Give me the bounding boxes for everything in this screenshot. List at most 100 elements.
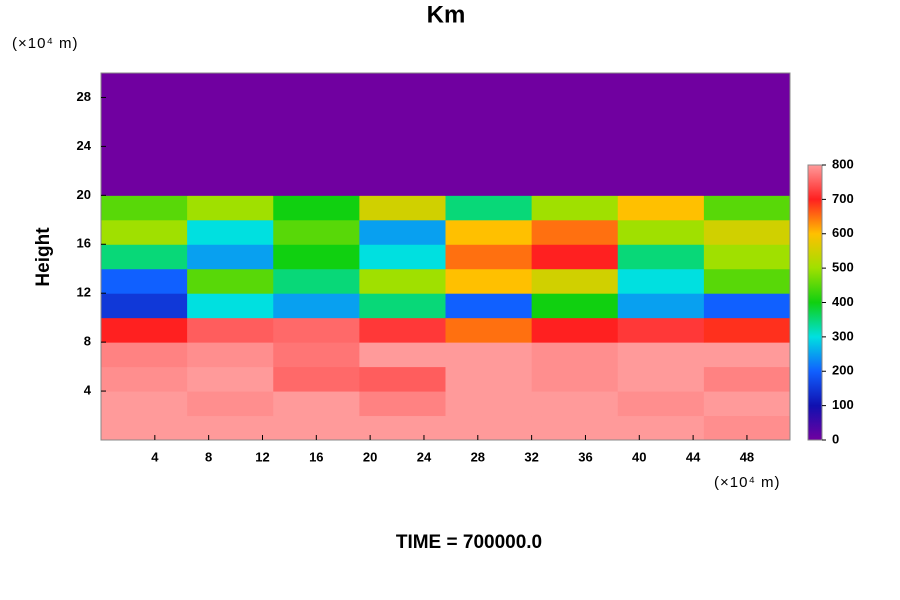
- y-tick-label: 20: [77, 187, 91, 202]
- cell: [703, 268, 791, 294]
- cell: [531, 195, 619, 221]
- colorbar: [807, 164, 823, 441]
- colorbar-tick-label: 600: [832, 225, 854, 240]
- cell: [445, 73, 533, 98]
- cell: [445, 244, 533, 270]
- cell: [703, 121, 791, 147]
- cell: [703, 170, 791, 196]
- y-unit: (×10⁴ m): [12, 35, 79, 52]
- colorbar-tick-label: 400: [832, 294, 854, 309]
- cell: [617, 268, 705, 294]
- cell: [617, 366, 705, 392]
- cell: [273, 391, 360, 417]
- cell: [273, 219, 360, 245]
- cell: [273, 268, 360, 294]
- cell: [617, 244, 705, 270]
- cell: [531, 97, 619, 123]
- cell: [445, 391, 533, 417]
- colorbar-tick-label: 100: [832, 397, 854, 412]
- cell: [445, 268, 533, 294]
- chart-title: Km: [427, 1, 466, 28]
- y-tick-label: 16: [77, 236, 91, 251]
- cell: [703, 366, 791, 392]
- cell: [617, 170, 705, 196]
- cell: [101, 146, 188, 172]
- x-unit: (×10⁴ m): [714, 474, 781, 491]
- cell: [101, 73, 188, 98]
- cell: [273, 97, 360, 123]
- cell: [101, 366, 188, 392]
- cell: [531, 366, 619, 392]
- cell: [273, 244, 360, 270]
- cell: [617, 97, 705, 123]
- cell: [359, 146, 446, 172]
- y-tick-label: 4: [84, 383, 92, 398]
- cell: [531, 391, 619, 417]
- colorbar-tick-label: 300: [832, 328, 854, 343]
- cell: [359, 97, 446, 123]
- cell: [359, 268, 446, 294]
- cell: [531, 121, 619, 147]
- cell: [187, 121, 274, 147]
- cell: [531, 415, 619, 441]
- cell: [187, 97, 274, 123]
- cell: [187, 391, 274, 417]
- colorbar-tick-label: 800: [832, 156, 854, 171]
- x-tick-label: 24: [417, 449, 432, 464]
- x-tick-label: 32: [524, 449, 538, 464]
- y-tick-label: 24: [77, 138, 92, 153]
- cell: [445, 97, 533, 123]
- cell: [617, 219, 705, 245]
- cell: [101, 415, 188, 441]
- cell: [187, 415, 274, 441]
- cell: [617, 73, 705, 98]
- plot-frame: [100, 72, 791, 441]
- cell: [703, 219, 791, 245]
- cell: [703, 73, 791, 98]
- cell: [445, 342, 533, 368]
- cell: [273, 73, 360, 98]
- cell: [187, 293, 274, 319]
- colorbar-tick-label: 500: [832, 260, 854, 275]
- cell: [617, 293, 705, 319]
- cell: [187, 366, 274, 392]
- cell: [359, 415, 446, 441]
- cell: [101, 219, 188, 245]
- x-tick-label: 44: [686, 449, 701, 464]
- cell: [187, 146, 274, 172]
- cell: [531, 342, 619, 368]
- cell: [703, 146, 791, 172]
- cell: [359, 342, 446, 368]
- cell: [273, 366, 360, 392]
- cell: [703, 97, 791, 123]
- cell: [531, 268, 619, 294]
- cell: [359, 170, 446, 196]
- cell: [703, 342, 791, 368]
- cell: [703, 293, 791, 319]
- cell: [273, 146, 360, 172]
- cell: [187, 317, 274, 343]
- cell: [101, 317, 188, 343]
- x-tick-label: 12: [255, 449, 269, 464]
- cell: [445, 219, 533, 245]
- cell: [703, 195, 791, 221]
- cell: [531, 244, 619, 270]
- cell: [445, 366, 533, 392]
- colorbar-tick-label: 200: [832, 363, 854, 378]
- x-tick-label: 4: [151, 449, 159, 464]
- cell: [359, 293, 446, 319]
- cell: [445, 293, 533, 319]
- cell: [187, 73, 274, 98]
- cell: [359, 195, 446, 221]
- cell: [273, 317, 360, 343]
- cell: [101, 293, 188, 319]
- cell: [703, 244, 791, 270]
- cell: [531, 170, 619, 196]
- cell: [187, 170, 274, 196]
- cell: [101, 342, 188, 368]
- cell: [359, 391, 446, 417]
- cell: [445, 415, 533, 441]
- cell: [445, 146, 533, 172]
- x-tick-label: 40: [632, 449, 646, 464]
